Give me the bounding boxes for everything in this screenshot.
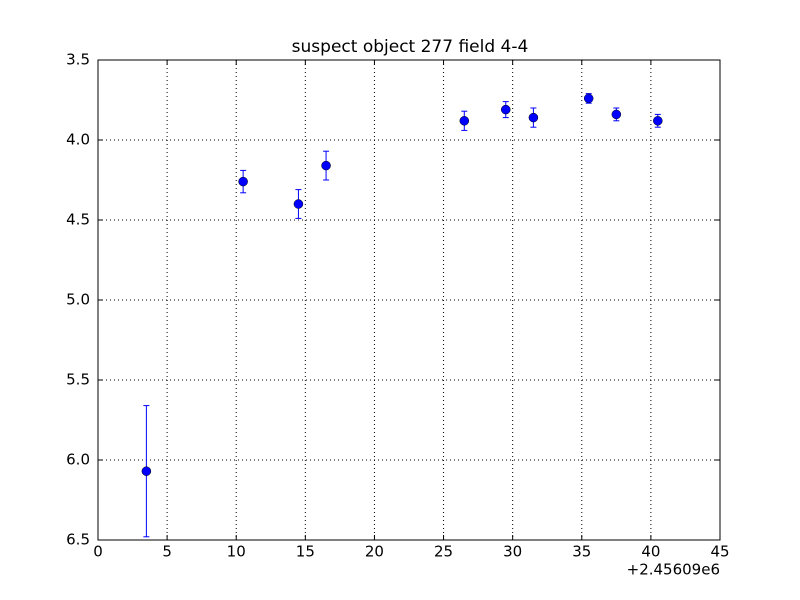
point	[528, 112, 539, 123]
point	[459, 116, 470, 126]
point	[611, 109, 622, 120]
x-tick-label: 30	[503, 543, 522, 561]
x-offset-label: +2.45609e6	[627, 561, 720, 579]
y-tick-label: 3.5	[66, 51, 90, 69]
x-tick-label: 0	[93, 543, 103, 561]
y-tick-label: 6.0	[66, 451, 90, 469]
x-tick-label: 10	[227, 543, 246, 561]
y-tick-label: 4.5	[66, 211, 90, 229]
point	[141, 466, 152, 476]
x-tick-label: 25	[434, 543, 453, 561]
y-tick-label: 6.5	[66, 531, 90, 549]
chart-title: suspect object 277 field 4-4	[292, 37, 529, 57]
point	[293, 199, 304, 209]
x-tick-label: 20	[365, 543, 384, 561]
x-tick-label: 5	[162, 543, 172, 561]
point	[501, 104, 511, 115]
plot-frame	[97, 59, 721, 541]
x-tick-label: 45	[710, 543, 729, 561]
y-tick-label: 5.0	[66, 291, 90, 309]
x-tick-label: 15	[296, 543, 315, 561]
x-tick-label: 35	[572, 543, 591, 561]
y-tick-label: 5.5	[66, 371, 90, 389]
y-tick-label: 4.0	[66, 131, 90, 149]
point	[583, 93, 594, 104]
x-tick-label: 40	[641, 543, 660, 561]
point	[238, 176, 248, 187]
point	[321, 160, 331, 171]
point	[653, 116, 663, 126]
